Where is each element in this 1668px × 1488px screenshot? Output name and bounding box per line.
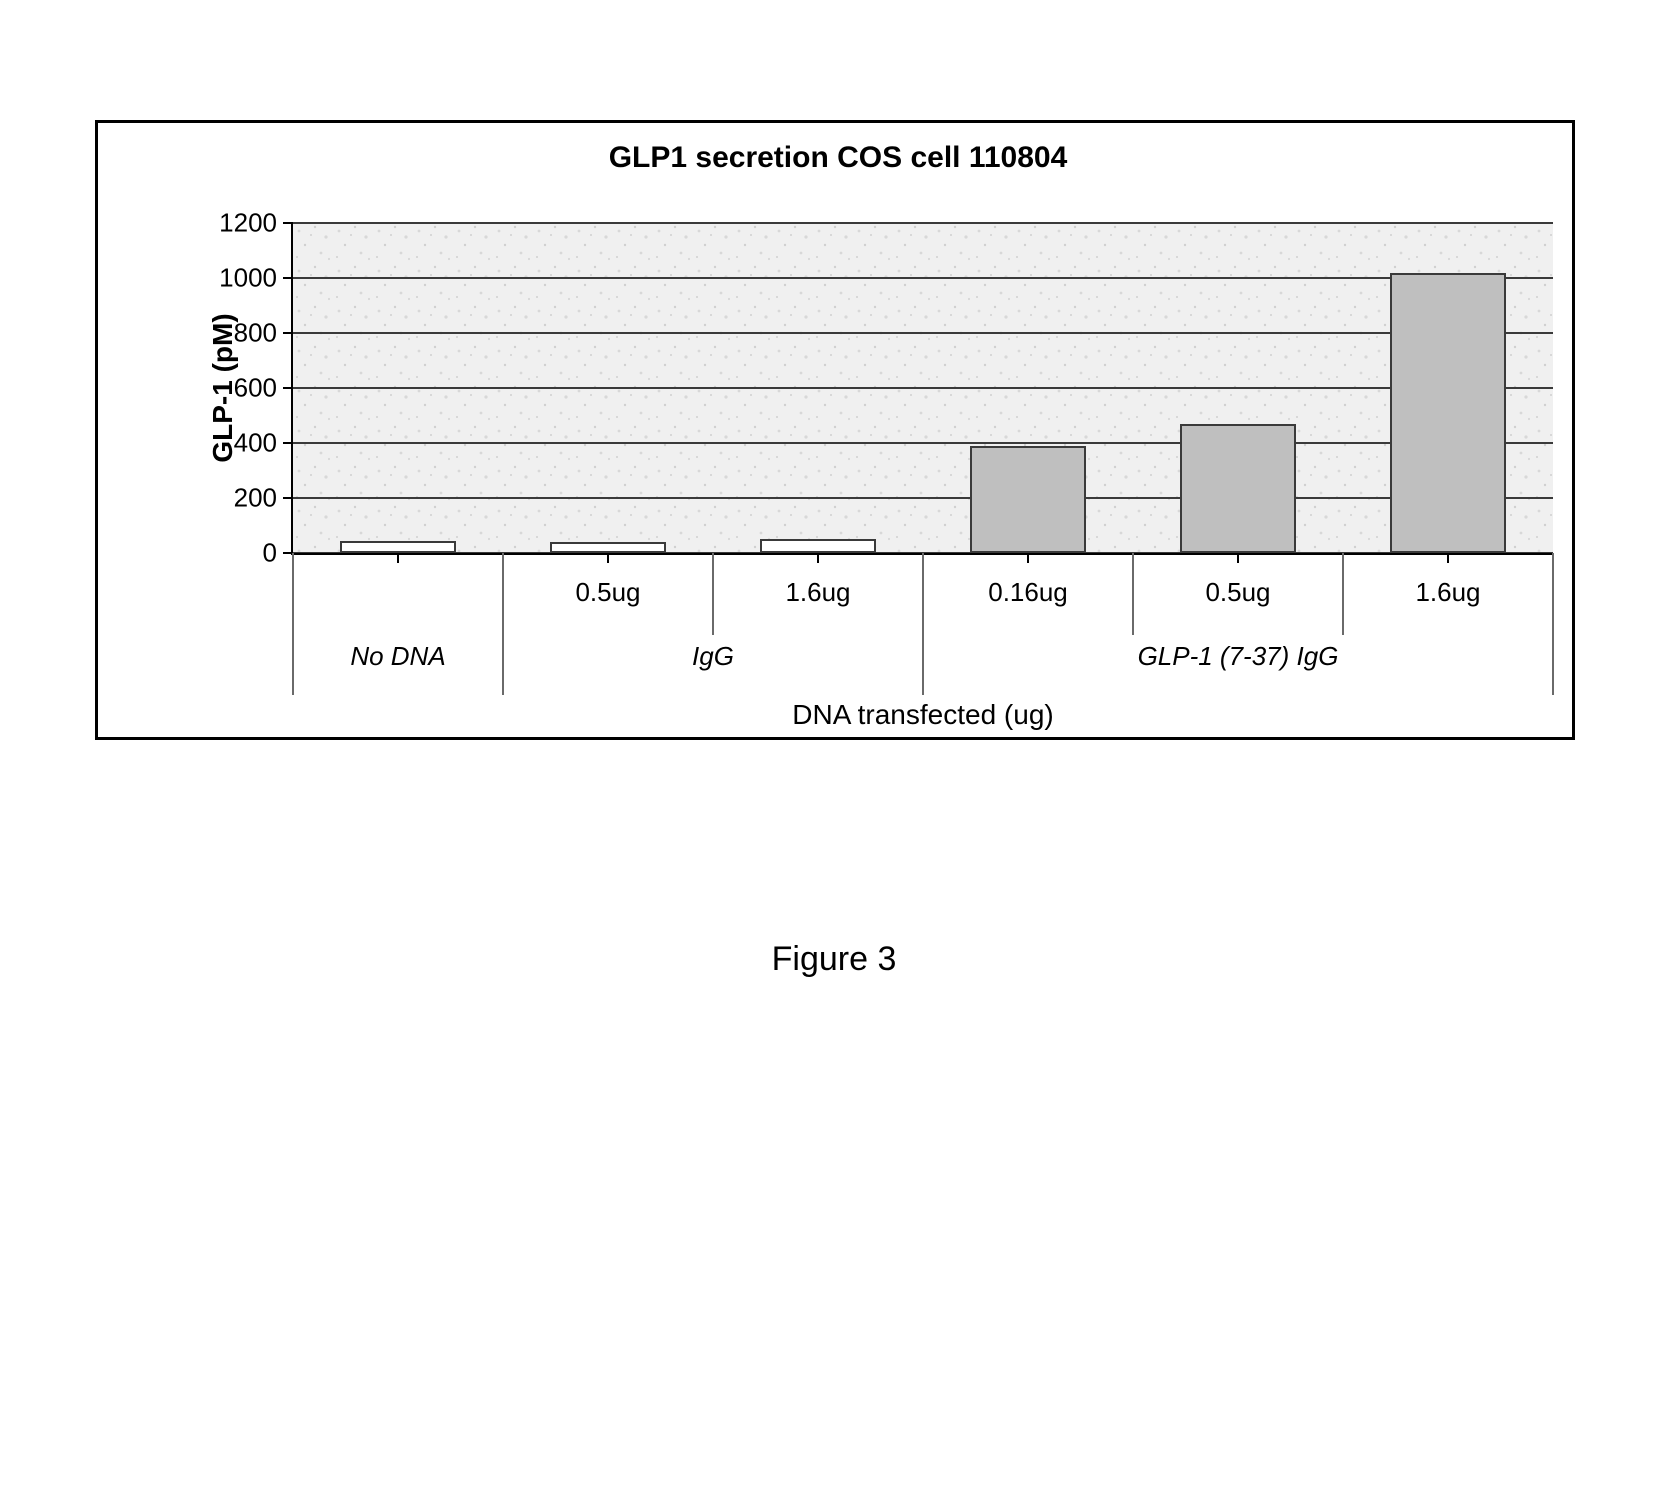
category-group-label: No DNA xyxy=(293,641,503,672)
bar xyxy=(760,539,876,553)
category-group-label: GLP-1 (7-37) IgG xyxy=(923,641,1553,672)
y-tick-label: 1200 xyxy=(219,208,277,239)
x-axis-title: DNA transfected (ug) xyxy=(293,699,1553,731)
y-tick-label: 600 xyxy=(234,373,277,404)
y-tick-label: 200 xyxy=(234,483,277,514)
category-divider xyxy=(1342,553,1344,635)
y-axis-line xyxy=(291,223,293,555)
y-tick-label: 800 xyxy=(234,318,277,349)
x-tick xyxy=(607,553,609,563)
y-tick-label: 1000 xyxy=(219,263,277,294)
y-tick-label: 0 xyxy=(263,538,277,569)
x-tick xyxy=(817,553,819,563)
category-amount-label: 1.6ug xyxy=(713,577,923,608)
gridline xyxy=(293,277,1553,279)
category-amount-label: 0.5ug xyxy=(503,577,713,608)
figure-caption: Figure 3 xyxy=(0,940,1668,979)
category-amount-label: 0.16ug xyxy=(923,577,1133,608)
bar xyxy=(340,541,456,553)
chart-outer-frame: GLP1 secretion COS cell 110804 GLP-1 (pM… xyxy=(95,120,1575,740)
gridline xyxy=(293,497,1553,499)
bar xyxy=(550,542,666,553)
category-divider xyxy=(712,553,714,635)
gridline xyxy=(293,332,1553,334)
chart-plot-area xyxy=(293,223,1553,553)
gridline xyxy=(293,387,1553,389)
y-tick-label: 400 xyxy=(234,428,277,459)
category-divider xyxy=(502,553,504,695)
bar xyxy=(1180,424,1296,553)
x-tick xyxy=(1237,553,1239,563)
category-amount-label: 0.5ug xyxy=(1133,577,1343,608)
bar xyxy=(970,446,1086,553)
category-divider xyxy=(922,553,924,695)
category-divider xyxy=(292,553,294,695)
gridline xyxy=(293,442,1553,444)
category-amount-label: 1.6ug xyxy=(1343,577,1553,608)
category-divider xyxy=(1132,553,1134,635)
page: GLP1 secretion COS cell 110804 GLP-1 (pM… xyxy=(0,0,1668,1488)
chart-title: GLP1 secretion COS cell 110804 xyxy=(98,141,1578,175)
bar xyxy=(1390,273,1506,554)
x-tick xyxy=(1447,553,1449,563)
category-group-label: IgG xyxy=(503,641,923,672)
gridline xyxy=(293,222,1553,224)
x-tick xyxy=(397,553,399,563)
x-tick xyxy=(1027,553,1029,563)
category-divider xyxy=(1552,553,1554,695)
